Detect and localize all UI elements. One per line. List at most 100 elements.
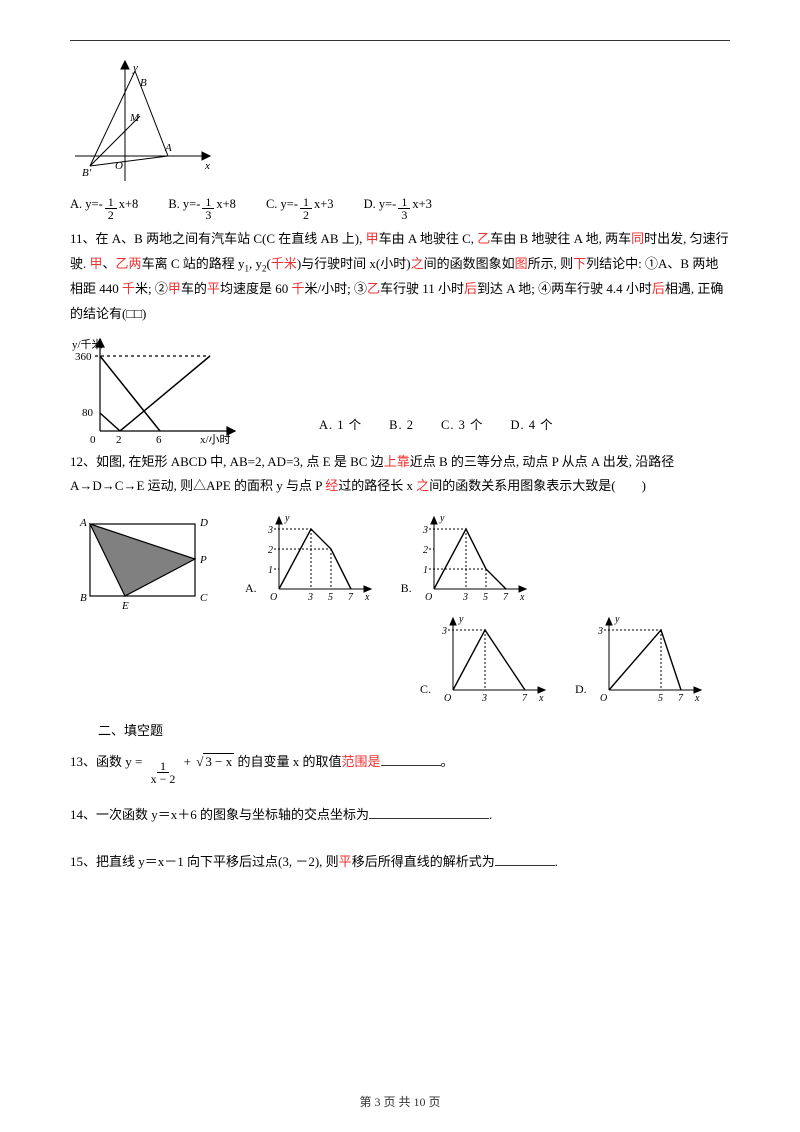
txt: 过的路径长 x <box>338 478 416 493</box>
txt: 车由 B 地驶往 A 地, 两车 <box>490 231 631 246</box>
txt: . <box>555 854 558 869</box>
section-2-title: 二、填空题 <box>98 719 730 744</box>
opt-label: D. <box>575 678 587 701</box>
xt: 7 <box>503 592 509 603</box>
xt: 5 <box>328 592 333 603</box>
O: O <box>444 693 451 704</box>
txt: 均速度是 60 <box>220 281 292 296</box>
q10-opt-C: C. y=- 12 x+3 <box>266 192 334 217</box>
xt: 7 <box>348 592 354 603</box>
txt: 间的函数图象如 <box>424 256 515 271</box>
hl: 后 <box>464 281 477 296</box>
xl: x <box>694 693 700 704</box>
txt: 11、在 A、B 两地之间有汽车站 C(C 在直线 AB 上), <box>70 231 366 246</box>
hl: 下 <box>573 256 586 271</box>
yt: 3 <box>422 525 428 536</box>
xt: 5 <box>658 693 663 704</box>
txt: + <box>184 754 195 769</box>
lbl-O: O <box>115 160 123 172</box>
q15: 15、把直线 y＝x－1 向下平移后过点(3, －2), 则平移后所得直线的解析… <box>70 850 730 875</box>
hl: 同 <box>631 231 644 246</box>
q12-rect: A D P B E C <box>70 509 215 614</box>
hl: 之 <box>416 478 429 493</box>
hl: 后 <box>652 281 665 296</box>
frac-den: 3 <box>202 209 214 221</box>
hl: 乙 <box>477 231 490 246</box>
q12-chart-A: y 3 2 1 O 3 5 7 x <box>259 509 379 604</box>
opt-text: B. y=- <box>168 193 200 217</box>
hl: 甲 <box>90 256 103 271</box>
ytick: 80 <box>82 407 94 419</box>
opt-text: A. y=- <box>70 193 103 217</box>
hl: 乙两 <box>116 256 142 271</box>
lbl-x: x <box>204 160 210 172</box>
hl: 之 <box>411 256 424 271</box>
den: x − 2 <box>148 773 179 785</box>
frac-den: 2 <box>300 209 312 221</box>
O: O <box>270 592 277 603</box>
q13-formula: y = 1x − 2 + 3 − x <box>125 754 237 769</box>
opt-label: A. <box>245 577 257 600</box>
ylabel: y <box>458 614 464 625</box>
yt: 1 <box>268 565 273 576</box>
xt: 3 <box>307 592 313 603</box>
q10-opt-A: A. y=- 12 x+8 <box>70 192 138 217</box>
xt: 3 <box>481 693 487 704</box>
lbl: D <box>199 517 208 529</box>
txt: 米/小时; ③ <box>304 281 366 296</box>
xt: 7 <box>522 693 528 704</box>
txt: 到达 A 地; ④两车行驶 4.4 小时 <box>477 281 652 296</box>
q12-chart-C: y 3 O 3 7 x <box>433 610 553 705</box>
yt: 3 <box>441 626 447 637</box>
xtick: 2 <box>116 434 122 446</box>
hl: 千 <box>122 281 135 296</box>
q12-options-charts: A. y 3 2 1 O 3 <box>245 509 730 705</box>
opt-label: B. <box>401 577 412 600</box>
txt: 13、函数 <box>70 754 125 769</box>
hl: 千米 <box>271 256 297 271</box>
txt: 米; ② <box>135 281 168 296</box>
xl: x <box>538 693 544 704</box>
rad: 3 − x <box>203 753 234 769</box>
yt: 1 <box>423 565 428 576</box>
txt: 、 <box>103 256 116 271</box>
frac-den: 3 <box>398 209 410 221</box>
q14: 14、一次函数 y＝x＋6 的图象与坐标轴的交点坐标为. <box>70 803 730 828</box>
opt-text: x+8 <box>216 193 236 217</box>
lbl: A <box>79 517 87 529</box>
txt: 车的 <box>181 281 207 296</box>
xtick: 6 <box>156 434 162 446</box>
q12-text: 12、如图, 在矩形 ABCD 中, AB=2, AD=3, 点 E 是 BC … <box>70 450 730 499</box>
O: O <box>425 592 432 603</box>
xl: x <box>519 592 525 603</box>
txt: 车由 A 地驶往 C, <box>379 231 478 246</box>
q11-opts: A. 1 个 B. 2 C. 3 个 D. 4 个 <box>319 414 554 438</box>
txt: 的自变量 x 的取值 <box>237 754 341 769</box>
q11-chart-row: y/千米 360 80 0 2 6 x/小时 A. 1 个 B. 2 C. 3 … <box>70 331 730 446</box>
ytick: 0 <box>90 434 96 446</box>
xt: 3 <box>462 592 468 603</box>
hl: 平 <box>207 281 220 296</box>
ylabel: y <box>284 513 290 524</box>
ylabel: y <box>439 513 445 524</box>
ytick: 360 <box>75 351 92 363</box>
txt: 所示, 则 <box>528 256 574 271</box>
txt: 车离 C 站的路程 y <box>142 256 245 271</box>
hl: 甲 <box>168 281 181 296</box>
yt: 2 <box>268 545 273 556</box>
yt: 3 <box>267 525 273 536</box>
txt: 12、如图, 在矩形 ABCD 中, AB=2, AD=3, 点 E 是 BC … <box>70 454 384 469</box>
O: O <box>600 693 607 704</box>
txt: 车行驶 11 小时 <box>380 281 464 296</box>
hl: 甲 <box>366 231 379 246</box>
lbl: C <box>200 592 208 604</box>
lbl-y: y <box>132 62 138 74</box>
xt: 5 <box>483 592 488 603</box>
hl: 经 <box>325 478 338 493</box>
lbl: P <box>199 554 207 566</box>
xlabel: x/小时 <box>200 433 231 446</box>
lbl-A: A <box>164 142 172 154</box>
hl: 范围是 <box>341 754 380 769</box>
yt: 2 <box>423 545 428 556</box>
blank <box>381 752 441 766</box>
